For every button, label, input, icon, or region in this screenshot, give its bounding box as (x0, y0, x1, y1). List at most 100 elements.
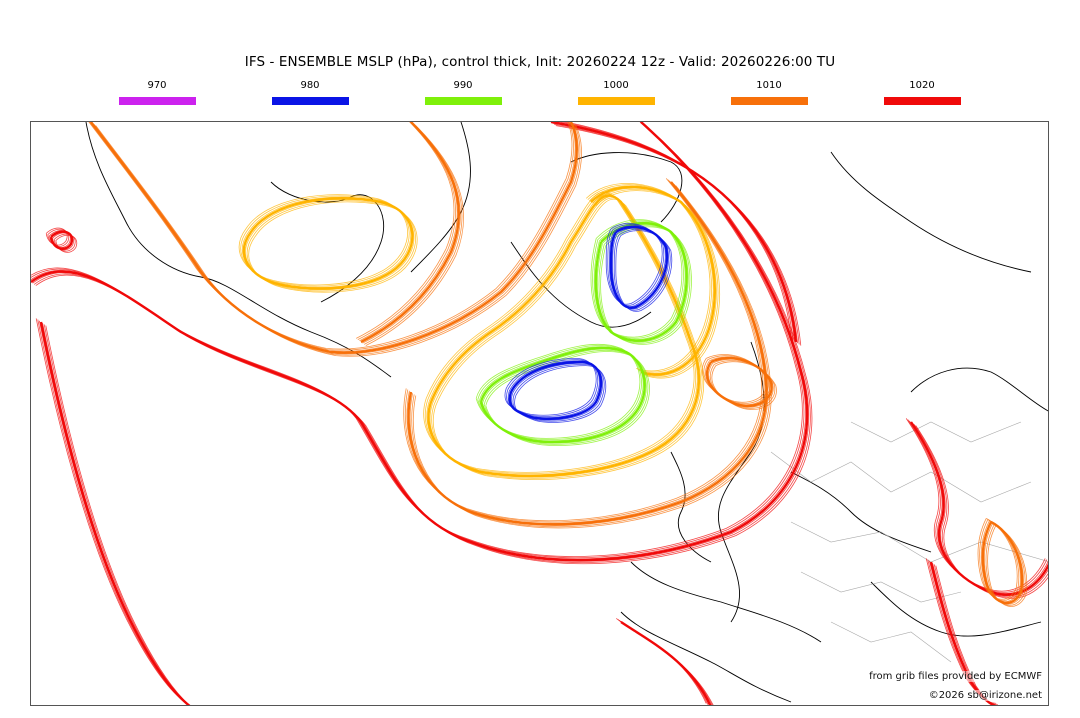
isobar-line (90, 122, 578, 354)
legend-swatch (424, 97, 502, 105)
isobar-980 (504, 223, 673, 423)
country-borders (770, 421, 1048, 663)
legend-item-1010: 1010 (730, 78, 808, 105)
isobar-line (913, 424, 1048, 598)
legend-item-990: 990 (424, 78, 502, 105)
legend-item-1000: 1000 (577, 78, 655, 105)
isobar-line (39, 321, 191, 705)
isobar-line (360, 122, 460, 344)
isobar-line (981, 520, 1024, 604)
map-canvas[interactable] (31, 122, 1049, 706)
isobar-1010 (88, 122, 1028, 607)
isobar-line (709, 360, 776, 409)
isobar-line (705, 356, 773, 408)
isobar-line (88, 122, 573, 350)
isobar-line (475, 343, 641, 439)
isobar-line (592, 187, 717, 377)
legend-label: 980 (300, 80, 320, 91)
isobar-line (592, 220, 684, 339)
pressure-legend: 970 980 990 1000 1010 1020 (0, 78, 1080, 114)
legend-item-970: 970 (118, 78, 196, 105)
isobar-line (241, 196, 412, 288)
legend-label: 1000 (603, 80, 629, 91)
isobar-line (912, 422, 1048, 597)
isobar-line (932, 563, 994, 705)
legend-swatch (883, 97, 961, 105)
isobar-1020 (31, 122, 1048, 705)
map-title: IFS - ENSEMBLE MSLP (hPa), control thick… (244, 54, 836, 70)
legend-item-980: 980 (271, 78, 349, 105)
data-source-credit: from grib files provided by ECMWF (867, 671, 1044, 682)
isobar-line (598, 225, 691, 344)
isobar-line (432, 198, 705, 480)
isobar-line (595, 190, 720, 379)
isobar-line (479, 346, 646, 444)
isobar-line (550, 122, 798, 343)
legend-label: 1010 (756, 80, 782, 91)
isobar-line (429, 196, 701, 478)
isobar-line (600, 226, 692, 345)
isobar-line (240, 195, 410, 287)
isobar-line (92, 122, 579, 355)
legend-label: 970 (147, 80, 167, 91)
legend-swatch (118, 97, 196, 105)
isobar-990 (475, 219, 692, 446)
copyright-credit: ©2026 sb@irizone.net (926, 690, 1044, 701)
isobar-line (37, 319, 189, 705)
isobar-line (985, 524, 1026, 606)
isobar-line (483, 349, 649, 445)
isobar-line (597, 224, 689, 343)
isobar-line (983, 522, 1024, 605)
legend-swatch (577, 97, 655, 105)
isobar-line (431, 197, 703, 479)
isobar-line (555, 125, 802, 346)
isobar-line (593, 189, 719, 378)
isobar-line (907, 419, 1048, 593)
isobar-line (45, 325, 190, 705)
isobar-line (39, 320, 190, 705)
isobar-line (43, 324, 190, 705)
legend-swatch (271, 97, 349, 105)
isobar-line (708, 358, 774, 408)
legend-swatch (730, 97, 808, 105)
isobar-line (477, 345, 642, 440)
isobar-line (619, 620, 710, 705)
isobar-line (35, 125, 813, 565)
isobar-line (357, 122, 456, 340)
isobar-line (615, 618, 707, 704)
isobar-line (585, 183, 711, 372)
isobar-line (514, 365, 607, 423)
isobar-line (42, 323, 190, 705)
isobar-line (95, 125, 582, 357)
isobar-line (701, 354, 768, 403)
isobar-line (365, 125, 464, 346)
legend-label: 1020 (909, 80, 935, 91)
isobar-line (242, 197, 414, 290)
isobar-line (35, 318, 187, 704)
isobar-line (623, 624, 713, 705)
isobar-line (364, 124, 463, 345)
isobar-line (617, 619, 709, 705)
isobar-line (89, 122, 574, 351)
isobar-line (620, 621, 712, 705)
isobar-line (248, 201, 418, 293)
isobar-line (703, 355, 769, 404)
isobar-line (933, 564, 994, 705)
map-frame[interactable] (30, 121, 1049, 706)
legend-item-1020: 1020 (883, 78, 961, 105)
isobar-line (979, 519, 1020, 601)
isobar-line (362, 122, 461, 344)
isobar-line (622, 622, 712, 705)
isobar-line (915, 425, 1048, 599)
isobar-line (615, 230, 673, 312)
isobar-line (427, 194, 701, 478)
isobar-line (590, 185, 716, 376)
isobar-line (485, 351, 650, 446)
isobar-line (482, 348, 647, 444)
legend-label: 990 (453, 80, 473, 91)
isobar-line (424, 192, 697, 474)
isobar-1000 (238, 183, 720, 480)
isobar-line (55, 234, 78, 253)
isobar-line (711, 361, 777, 410)
isobar-line (594, 222, 688, 342)
